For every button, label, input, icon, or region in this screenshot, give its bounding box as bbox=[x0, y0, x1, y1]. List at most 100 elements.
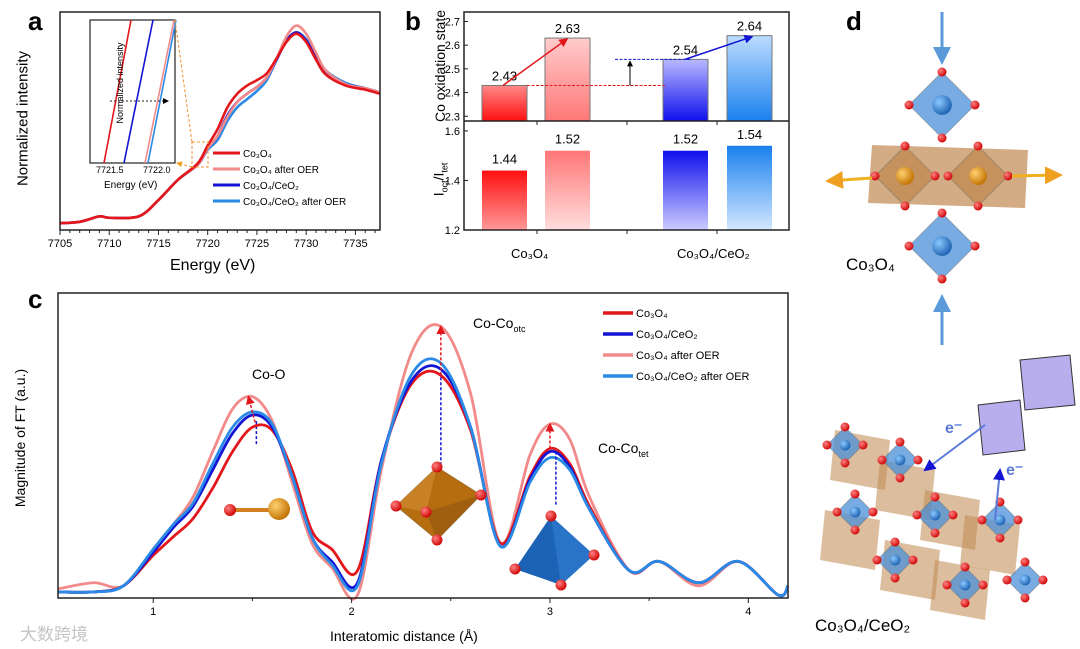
trend-arrow bbox=[684, 34, 754, 61]
c-legend-label: Co₃O₄ after OER bbox=[636, 350, 720, 362]
inset-xtick: 7721.5 bbox=[96, 165, 124, 175]
oxygen-atom-icon bbox=[977, 515, 987, 525]
cobalt-atom-icon bbox=[969, 167, 987, 185]
oxygen-atom-icon bbox=[930, 171, 940, 181]
a-legend-label: Co₃O₄/CeO₂ bbox=[243, 181, 299, 192]
panel-label-c: c bbox=[28, 284, 43, 314]
a-series-line bbox=[59, 32, 381, 225]
oxygen-atom-icon bbox=[822, 440, 832, 450]
oxidation-state-bar bbox=[544, 37, 591, 122]
trend-arrow bbox=[502, 38, 569, 87]
c-series-line bbox=[57, 323, 790, 601]
panel-label-b: b bbox=[405, 6, 421, 36]
oxygen-atom-icon bbox=[870, 171, 880, 181]
panel-d-structures bbox=[820, 12, 1076, 620]
a-plot-frame bbox=[59, 11, 381, 231]
peak-shift-arrow bbox=[245, 395, 258, 428]
zoom-connector bbox=[176, 161, 193, 168]
cobalt-atom-icon bbox=[959, 579, 971, 591]
a-x-tick-label: 7710 bbox=[97, 238, 121, 250]
bar-value-label: 1.44 bbox=[492, 152, 517, 167]
b-y-tick-label: 1.2 bbox=[445, 225, 460, 237]
oxidation-state-bar bbox=[481, 84, 528, 122]
bar-value-label: 2.43 bbox=[492, 68, 517, 83]
cobalt-atom-icon bbox=[1019, 574, 1031, 586]
b-y-tick-label: 2.6 bbox=[445, 40, 460, 52]
a-ylabel: Normalized intensity bbox=[14, 50, 32, 187]
oxygen-atom-icon bbox=[973, 201, 983, 211]
oxygen-atom-icon bbox=[555, 579, 567, 591]
zoom-box bbox=[191, 141, 209, 168]
co-o-annotation: Co-O bbox=[252, 366, 286, 382]
c-legend-label: Co₃O₄ bbox=[636, 308, 668, 320]
b-y-tick-label: 2.5 bbox=[445, 64, 460, 76]
oxygen-atom-icon bbox=[431, 461, 443, 473]
oxygen-atom-icon bbox=[937, 67, 947, 77]
oxygen-atom-icon bbox=[908, 555, 918, 565]
oxygen-atom-icon bbox=[431, 534, 443, 546]
oxygen-atom-icon bbox=[995, 533, 1005, 543]
oxygen-atom-icon bbox=[960, 562, 970, 572]
oxidation-state-bar bbox=[726, 35, 773, 122]
inset-xlabel: Energy (eV) bbox=[104, 180, 158, 191]
b-y-tick-label: 1.4 bbox=[445, 175, 460, 187]
cobalt-atom-icon bbox=[839, 439, 851, 451]
b-top-ylabel: Co oxidation state bbox=[432, 9, 448, 123]
co3o4-structure-label: Co₃O₄ bbox=[846, 255, 895, 274]
a-x-tick-label: 7715 bbox=[146, 238, 170, 250]
cobalt-atom-icon bbox=[929, 509, 941, 521]
oxygen-atom-icon bbox=[840, 422, 850, 432]
electron-transfer-arrow bbox=[923, 424, 986, 472]
inset-ylabel: Normalized intensity bbox=[115, 42, 125, 124]
a-x-tick-label: 7705 bbox=[48, 238, 72, 250]
intensity-ratio-bar bbox=[482, 170, 527, 230]
oxygen-atom-icon bbox=[1038, 575, 1048, 585]
oxygen-atom-icon bbox=[912, 510, 922, 520]
c-x-tick-label: 1 bbox=[150, 606, 156, 618]
inset-line bbox=[103, 19, 132, 164]
elongation-arrow bbox=[825, 171, 873, 189]
oxidation-state-bar bbox=[662, 58, 709, 122]
electron-label: e⁻ bbox=[1006, 462, 1024, 479]
b-y-tick-label: 2.7 bbox=[445, 16, 460, 28]
oxygen-atom-icon bbox=[943, 171, 953, 181]
electron-transfer-arrow bbox=[993, 468, 1005, 521]
octahedron-face bbox=[396, 467, 437, 512]
oxygen-atom-icon bbox=[930, 492, 940, 502]
oxygen-atom-icon bbox=[872, 555, 882, 565]
oxygen-atom-icon bbox=[904, 100, 914, 110]
tetrahedron-face bbox=[551, 516, 594, 585]
b-y-tick-label: 1.6 bbox=[445, 126, 460, 138]
oxygen-atom-icon bbox=[937, 274, 947, 284]
co-co-otc-annotation: Co-Cootc bbox=[473, 315, 526, 334]
oxygen-atom-icon bbox=[930, 528, 940, 538]
oxygen-atom-icon bbox=[850, 489, 860, 499]
zoom-connector bbox=[174, 19, 193, 143]
b-y-tick-label: 2.3 bbox=[445, 111, 460, 123]
oxygen-atom-icon bbox=[895, 473, 905, 483]
oxygen-atom-icon bbox=[895, 437, 905, 447]
c-plot-frame bbox=[57, 292, 789, 599]
panel-a-chart: 7705 7710 7715 7720 7725 7730 7735 Co₃O₄ Co₃O₄ a… bbox=[48, 11, 381, 250]
b-category-label: Co₃O₄/CeO₂ bbox=[677, 246, 750, 261]
oxygen-atom-icon bbox=[900, 201, 910, 211]
c-x-tick-label: 3 bbox=[547, 606, 553, 618]
bar-value-label: 1.52 bbox=[673, 132, 698, 147]
oxygen-atom-icon bbox=[850, 525, 860, 535]
oxygen-atom-icon bbox=[970, 100, 980, 110]
oxygen-atom-icon bbox=[1002, 575, 1012, 585]
bar-value-label: 2.64 bbox=[737, 19, 762, 34]
oxygen-atom-icon bbox=[960, 598, 970, 608]
oxygen-atom-icon bbox=[868, 507, 878, 517]
c-ylabel: Magnitude of FT (a.u.) bbox=[12, 368, 28, 508]
oxygen-atom-icon bbox=[937, 208, 947, 218]
a-x-tick-label: 7720 bbox=[195, 238, 219, 250]
oxygen-atom-icon bbox=[978, 580, 988, 590]
panel-b-chart: 2.43 2.63 2.54 2.64 1.44 1.52 1.52 1.54 2.3 2.4 2.… bbox=[445, 11, 790, 237]
b-bottom-ylabel: Ioct/Itet bbox=[430, 162, 450, 197]
c-legend-label: Co₃O₄/CeO₂ after OER bbox=[636, 371, 750, 383]
intensity-ratio-bar bbox=[663, 150, 708, 230]
oxygen-atom-icon bbox=[545, 510, 557, 522]
oxygen-atom-icon bbox=[900, 141, 910, 151]
